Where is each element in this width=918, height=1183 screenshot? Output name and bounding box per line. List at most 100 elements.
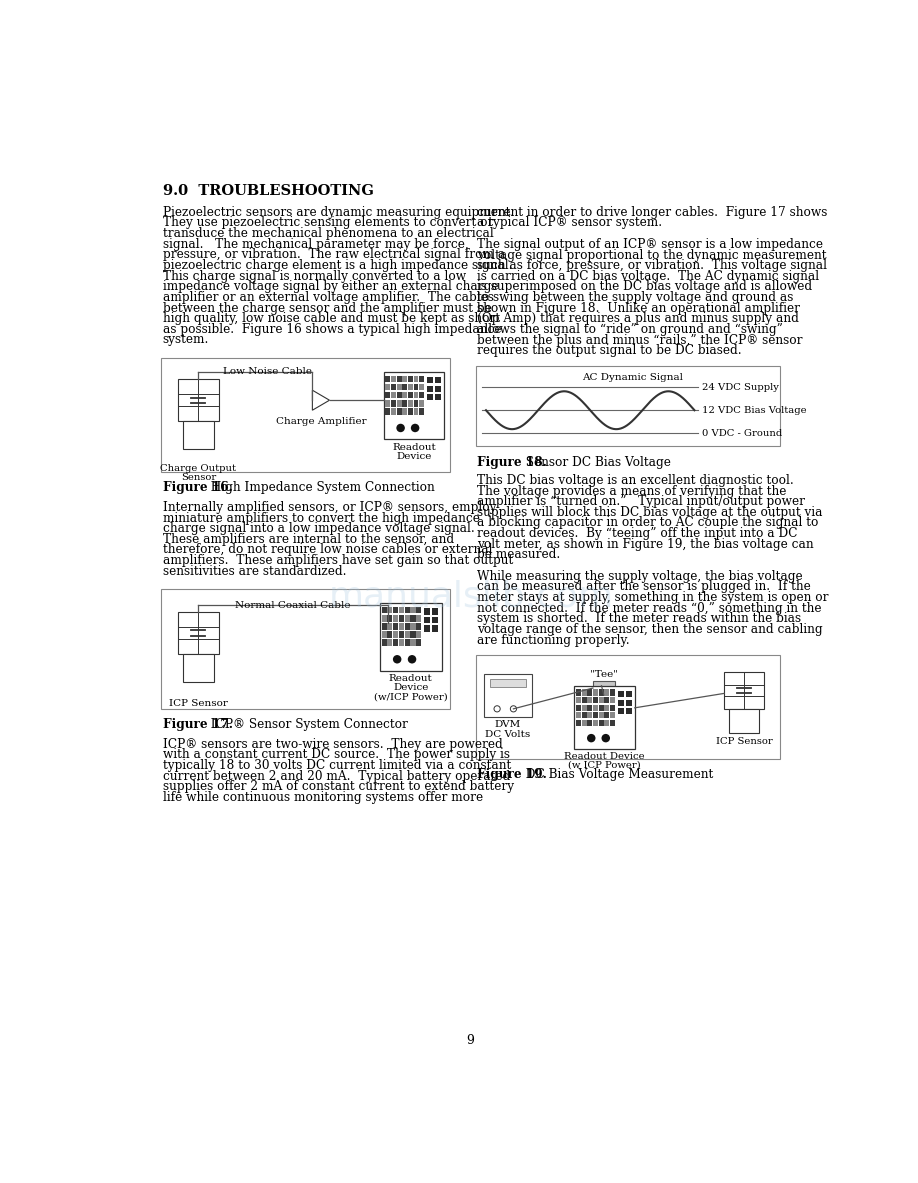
Text: amplifiers.  These amplifiers have set gain so that output: amplifiers. These amplifiers have set ga… [162, 554, 513, 567]
Bar [382, 639, 386, 646]
Bar [402, 408, 408, 415]
Bar [393, 632, 398, 638]
Bar [588, 719, 592, 726]
Bar [618, 709, 624, 715]
Text: as possible.  Figure 16 shows a typical high impedance: as possible. Figure 16 shows a typical h… [162, 323, 501, 336]
Bar [416, 615, 421, 621]
Text: are functioning properly.: are functioning properly. [477, 634, 630, 647]
Bar [484, 674, 532, 717]
Bar [416, 607, 421, 614]
Bar [410, 607, 416, 614]
Text: Low Noise Cable: Low Noise Cable [223, 367, 312, 376]
Bar [387, 623, 393, 629]
Bar [582, 690, 587, 696]
Bar [380, 603, 442, 671]
Text: supplies will block this DC bias voltage at the output via: supplies will block this DC bias voltage… [477, 506, 823, 519]
Text: such as force, pressure, or vibration.  This voltage signal: such as force, pressure, or vibration. T… [477, 259, 827, 272]
Bar [397, 375, 402, 382]
Text: high quality, low noise cable and must be kept as short: high quality, low noise cable and must b… [162, 312, 500, 325]
Bar [391, 392, 396, 399]
Text: between the plus and minus “rails,” the ICP® sensor: between the plus and minus “rails,” the … [477, 334, 803, 347]
Bar [420, 383, 424, 390]
Bar [604, 697, 610, 703]
Bar [432, 616, 438, 623]
Circle shape [601, 733, 610, 743]
Text: Figure 18.: Figure 18. [477, 455, 547, 468]
Bar [588, 712, 592, 718]
Text: Piezoelectric sensors are dynamic measuring equipment.: Piezoelectric sensors are dynamic measur… [162, 206, 514, 219]
Bar [382, 607, 386, 614]
Bar [413, 375, 419, 382]
Text: Charge Amplifier: Charge Amplifier [275, 418, 366, 426]
Text: with a constant current DC source.  The power supply is: with a constant current DC source. The p… [162, 749, 509, 761]
Bar [384, 371, 444, 440]
Bar [604, 712, 610, 718]
Bar [618, 691, 624, 697]
Text: current between 2 and 20 mA.  Typical battery operated: current between 2 and 20 mA. Typical bat… [162, 769, 510, 782]
Bar [387, 632, 393, 638]
Text: While measuring the supply voltage, the bias voltage: While measuring the supply voltage, the … [477, 570, 803, 583]
Text: The voltage provides a means of verifying that the: The voltage provides a means of verifyin… [477, 485, 787, 498]
Bar [391, 375, 396, 382]
Text: (w ICP Power): (w ICP Power) [568, 761, 641, 770]
Bar [420, 408, 424, 415]
Bar [420, 375, 424, 382]
Bar [162, 589, 450, 709]
Bar [399, 639, 404, 646]
Text: a blocking capacitor in order to AC couple the signal to: a blocking capacitor in order to AC coup… [477, 517, 819, 530]
Bar [577, 690, 581, 696]
Circle shape [510, 706, 517, 712]
Circle shape [397, 424, 405, 432]
Text: life while continuous monitoring systems offer more: life while continuous monitoring systems… [162, 790, 483, 803]
Bar [402, 400, 408, 407]
Bar [577, 712, 581, 718]
Bar [427, 377, 433, 383]
Bar [413, 408, 419, 415]
Text: DVM: DVM [495, 720, 521, 730]
Bar [618, 699, 624, 706]
Bar [610, 690, 615, 696]
Text: Readout: Readout [389, 674, 432, 683]
Text: ICP® sensors are two-wire sensors.  They are powered: ICP® sensors are two-wire sensors. They … [162, 738, 502, 751]
Bar [413, 383, 419, 390]
Bar [413, 392, 419, 399]
Text: requires the output signal to be DC biased.: requires the output signal to be DC bias… [477, 344, 742, 357]
Bar [588, 690, 592, 696]
Bar [402, 392, 408, 399]
Bar [593, 705, 598, 711]
Circle shape [408, 655, 416, 664]
Text: voltage signal proportional to the dynamic measurement: voltage signal proportional to the dynam… [477, 248, 827, 261]
Bar [393, 623, 398, 629]
Text: Device: Device [397, 452, 431, 460]
Text: DC Volts: DC Volts [485, 730, 531, 739]
Bar [610, 705, 615, 711]
Bar [575, 686, 634, 749]
Text: 9.0  TROUBLESHOOTING: 9.0 TROUBLESHOOTING [162, 185, 374, 199]
Bar [162, 358, 450, 472]
Bar [405, 607, 409, 614]
Circle shape [411, 424, 420, 432]
Bar [582, 705, 587, 711]
Bar [599, 697, 603, 703]
Text: typically 18 to 30 volts DC current limited via a constant: typically 18 to 30 volts DC current limi… [162, 758, 511, 771]
Bar [420, 400, 424, 407]
Circle shape [494, 706, 500, 712]
Bar [408, 408, 413, 415]
Text: Figure 16.: Figure 16. [162, 481, 232, 494]
Text: Internally amplified sensors, or ICP® sensors, employ: Internally amplified sensors, or ICP® se… [162, 500, 497, 513]
Bar [577, 697, 581, 703]
Bar [178, 613, 218, 654]
Bar [386, 408, 390, 415]
Text: They use piezoelectric sensing elements to convert or: They use piezoelectric sensing elements … [162, 216, 493, 230]
Text: ICP Sensor: ICP Sensor [169, 699, 228, 709]
Bar [399, 632, 404, 638]
Bar [399, 607, 404, 614]
Bar [604, 705, 610, 711]
Bar [393, 615, 398, 621]
Bar [405, 632, 409, 638]
Text: 9: 9 [466, 1034, 475, 1047]
Bar [427, 386, 433, 392]
Text: volt meter, as shown in Figure 19, the bias voltage can: volt meter, as shown in Figure 19, the b… [477, 538, 814, 551]
Bar [397, 392, 402, 399]
Bar [593, 681, 615, 694]
